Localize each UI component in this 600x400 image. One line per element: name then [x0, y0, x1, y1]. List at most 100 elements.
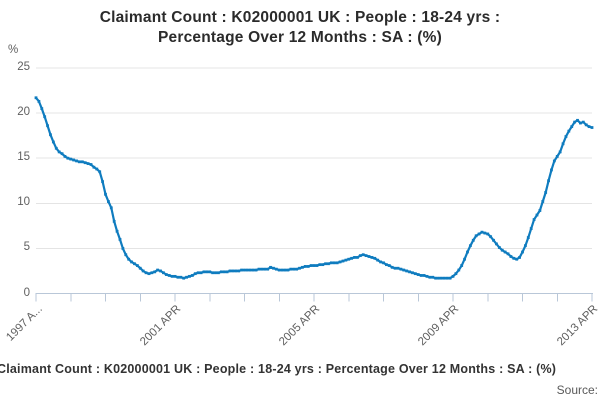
data-point-marker	[240, 268, 243, 272]
data-point-marker	[552, 159, 556, 163]
data-point-marker	[188, 274, 191, 278]
data-point-marker	[66, 156, 70, 160]
data-point-marker	[144, 271, 148, 275]
data-point-marker	[254, 268, 258, 272]
data-point-marker	[315, 264, 319, 267]
data-point-marker	[390, 265, 394, 269]
data-point-marker	[576, 118, 579, 122]
data-point-marker	[228, 269, 232, 273]
data-point-marker	[581, 120, 585, 124]
data-point-marker	[286, 268, 290, 272]
data-point-marker	[150, 271, 154, 275]
data-point-marker	[295, 267, 299, 271]
y-axis-unit-label: %	[8, 44, 19, 56]
data-point-marker	[367, 255, 371, 258]
data-point-marker	[138, 266, 142, 270]
data-point-marker	[332, 261, 336, 265]
data-point-marker	[558, 150, 562, 154]
data-point-marker	[234, 269, 238, 273]
data-point-marker	[483, 231, 487, 235]
data-point-marker	[214, 271, 217, 275]
data-point-marker	[335, 261, 339, 265]
data-point-marker	[457, 268, 461, 272]
data-point-marker	[529, 227, 533, 230]
data-point-marker	[46, 124, 49, 128]
data-point-marker	[584, 123, 588, 127]
data-point-marker	[547, 179, 550, 183]
chart-title: Claimant Count : K02000001 UK : People :…	[0, 8, 600, 48]
data-point-marker	[280, 268, 284, 272]
data-point-marker	[411, 271, 414, 275]
data-point-marker	[408, 270, 411, 274]
data-point-marker	[437, 276, 440, 280]
data-point-marker	[133, 262, 136, 266]
data-point-marker	[89, 163, 93, 166]
data-point-marker	[521, 250, 524, 254]
data-point-marker	[416, 273, 420, 276]
data-point-marker	[321, 263, 325, 267]
data-point-marker	[460, 264, 464, 267]
data-point-marker	[60, 152, 64, 156]
data-point-marker	[422, 274, 426, 277]
series-line	[35, 97, 593, 280]
data-point-marker	[266, 267, 270, 271]
data-point-marker	[263, 267, 267, 271]
data-point-marker	[34, 96, 38, 100]
data-point-marker	[303, 265, 307, 268]
data-point-marker	[309, 264, 313, 267]
data-point-marker	[379, 260, 382, 264]
data-point-marker	[69, 157, 73, 161]
data-point-marker	[425, 274, 429, 278]
data-point-marker	[442, 276, 446, 280]
data-point-marker	[454, 272, 458, 276]
data-point-marker	[51, 140, 55, 144]
data-point-marker	[107, 200, 110, 203]
y-tick-label: 10	[17, 196, 30, 209]
data-point-marker	[162, 271, 165, 275]
data-point-marker	[385, 263, 388, 267]
data-point-marker	[217, 271, 220, 275]
data-point-marker	[570, 125, 574, 129]
data-point-marker	[489, 235, 493, 239]
data-point-marker	[274, 267, 278, 271]
data-point-marker	[356, 256, 359, 259]
data-point-marker	[231, 269, 235, 273]
data-point-marker	[344, 258, 348, 262]
data-point-marker	[500, 248, 504, 252]
data-point-marker	[497, 246, 501, 249]
data-point-marker	[532, 218, 536, 221]
data-point-marker	[156, 268, 160, 272]
series-legend: Claimant Count : K02000001 UK : People :…	[0, 362, 557, 376]
data-point-marker	[124, 253, 128, 257]
data-point-marker	[358, 254, 362, 258]
data-point-marker	[176, 275, 180, 279]
data-point-marker	[495, 242, 498, 246]
data-point-marker	[72, 158, 76, 162]
data-point-marker	[503, 250, 507, 254]
data-point-marker	[387, 264, 391, 267]
data-point-marker	[535, 213, 539, 217]
data-point-marker	[277, 268, 281, 272]
data-point-marker	[382, 261, 385, 265]
data-point-marker	[431, 275, 435, 279]
data-point-marker	[327, 262, 330, 266]
data-point-marker	[225, 270, 229, 274]
data-point-marker	[86, 162, 90, 166]
data-point-marker	[364, 254, 368, 258]
data-point-marker	[109, 206, 113, 210]
data-point-marker	[361, 253, 365, 257]
data-point-marker	[301, 265, 304, 269]
data-point-marker	[445, 276, 449, 280]
data-point-marker	[202, 270, 206, 274]
data-point-marker	[515, 257, 519, 261]
data-point-marker	[141, 269, 145, 273]
data-point-marker	[376, 258, 380, 262]
data-point-marker	[164, 273, 168, 276]
data-point-marker	[115, 229, 119, 233]
data-point-marker	[283, 268, 287, 272]
data-point-marker	[298, 266, 301, 270]
data-point-marker	[428, 275, 432, 279]
chart-title-line2: Percentage Over 12 Months : SA : (%)	[158, 29, 442, 46]
data-point-marker	[402, 268, 406, 272]
data-point-marker	[506, 252, 510, 256]
